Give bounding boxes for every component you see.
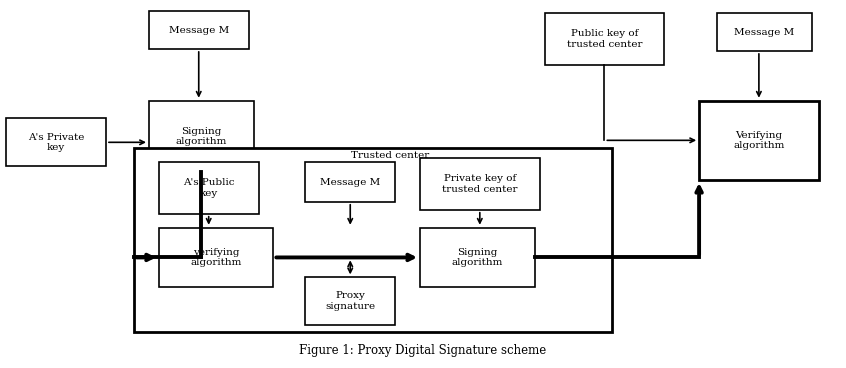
Text: A's Private
key: A's Private key xyxy=(28,132,85,152)
Text: Message M: Message M xyxy=(734,28,794,37)
Text: Message M: Message M xyxy=(320,177,381,187)
Text: Verifying
algorithm: Verifying algorithm xyxy=(733,131,784,150)
Text: Private key of
trusted center: Private key of trusted center xyxy=(442,174,518,194)
Bar xyxy=(420,158,540,210)
Text: Proxy
signature: Proxy signature xyxy=(325,291,376,311)
Text: A's Public
key: A's Public key xyxy=(183,178,234,198)
Bar xyxy=(420,228,535,287)
Text: Figure 1: Proxy Digital Signature scheme: Figure 1: Proxy Digital Signature scheme xyxy=(299,344,547,357)
Text: Public key of
trusted center: Public key of trusted center xyxy=(567,29,642,49)
Bar xyxy=(699,100,819,180)
Bar xyxy=(149,100,254,172)
Bar xyxy=(305,277,395,325)
Bar xyxy=(545,13,664,65)
Bar xyxy=(159,162,259,214)
Text: Signing
algorithm: Signing algorithm xyxy=(452,248,503,267)
Bar xyxy=(305,162,395,202)
Text: Signing
algorithm: Signing algorithm xyxy=(175,127,227,146)
Bar xyxy=(134,148,613,332)
Text: verifying
algorithm: verifying algorithm xyxy=(190,248,242,267)
Bar xyxy=(159,228,273,287)
Text: Trusted center: Trusted center xyxy=(351,151,429,160)
Text: Message M: Message M xyxy=(168,26,229,35)
Bar xyxy=(149,11,249,49)
Bar xyxy=(7,118,106,166)
Bar xyxy=(717,13,811,51)
